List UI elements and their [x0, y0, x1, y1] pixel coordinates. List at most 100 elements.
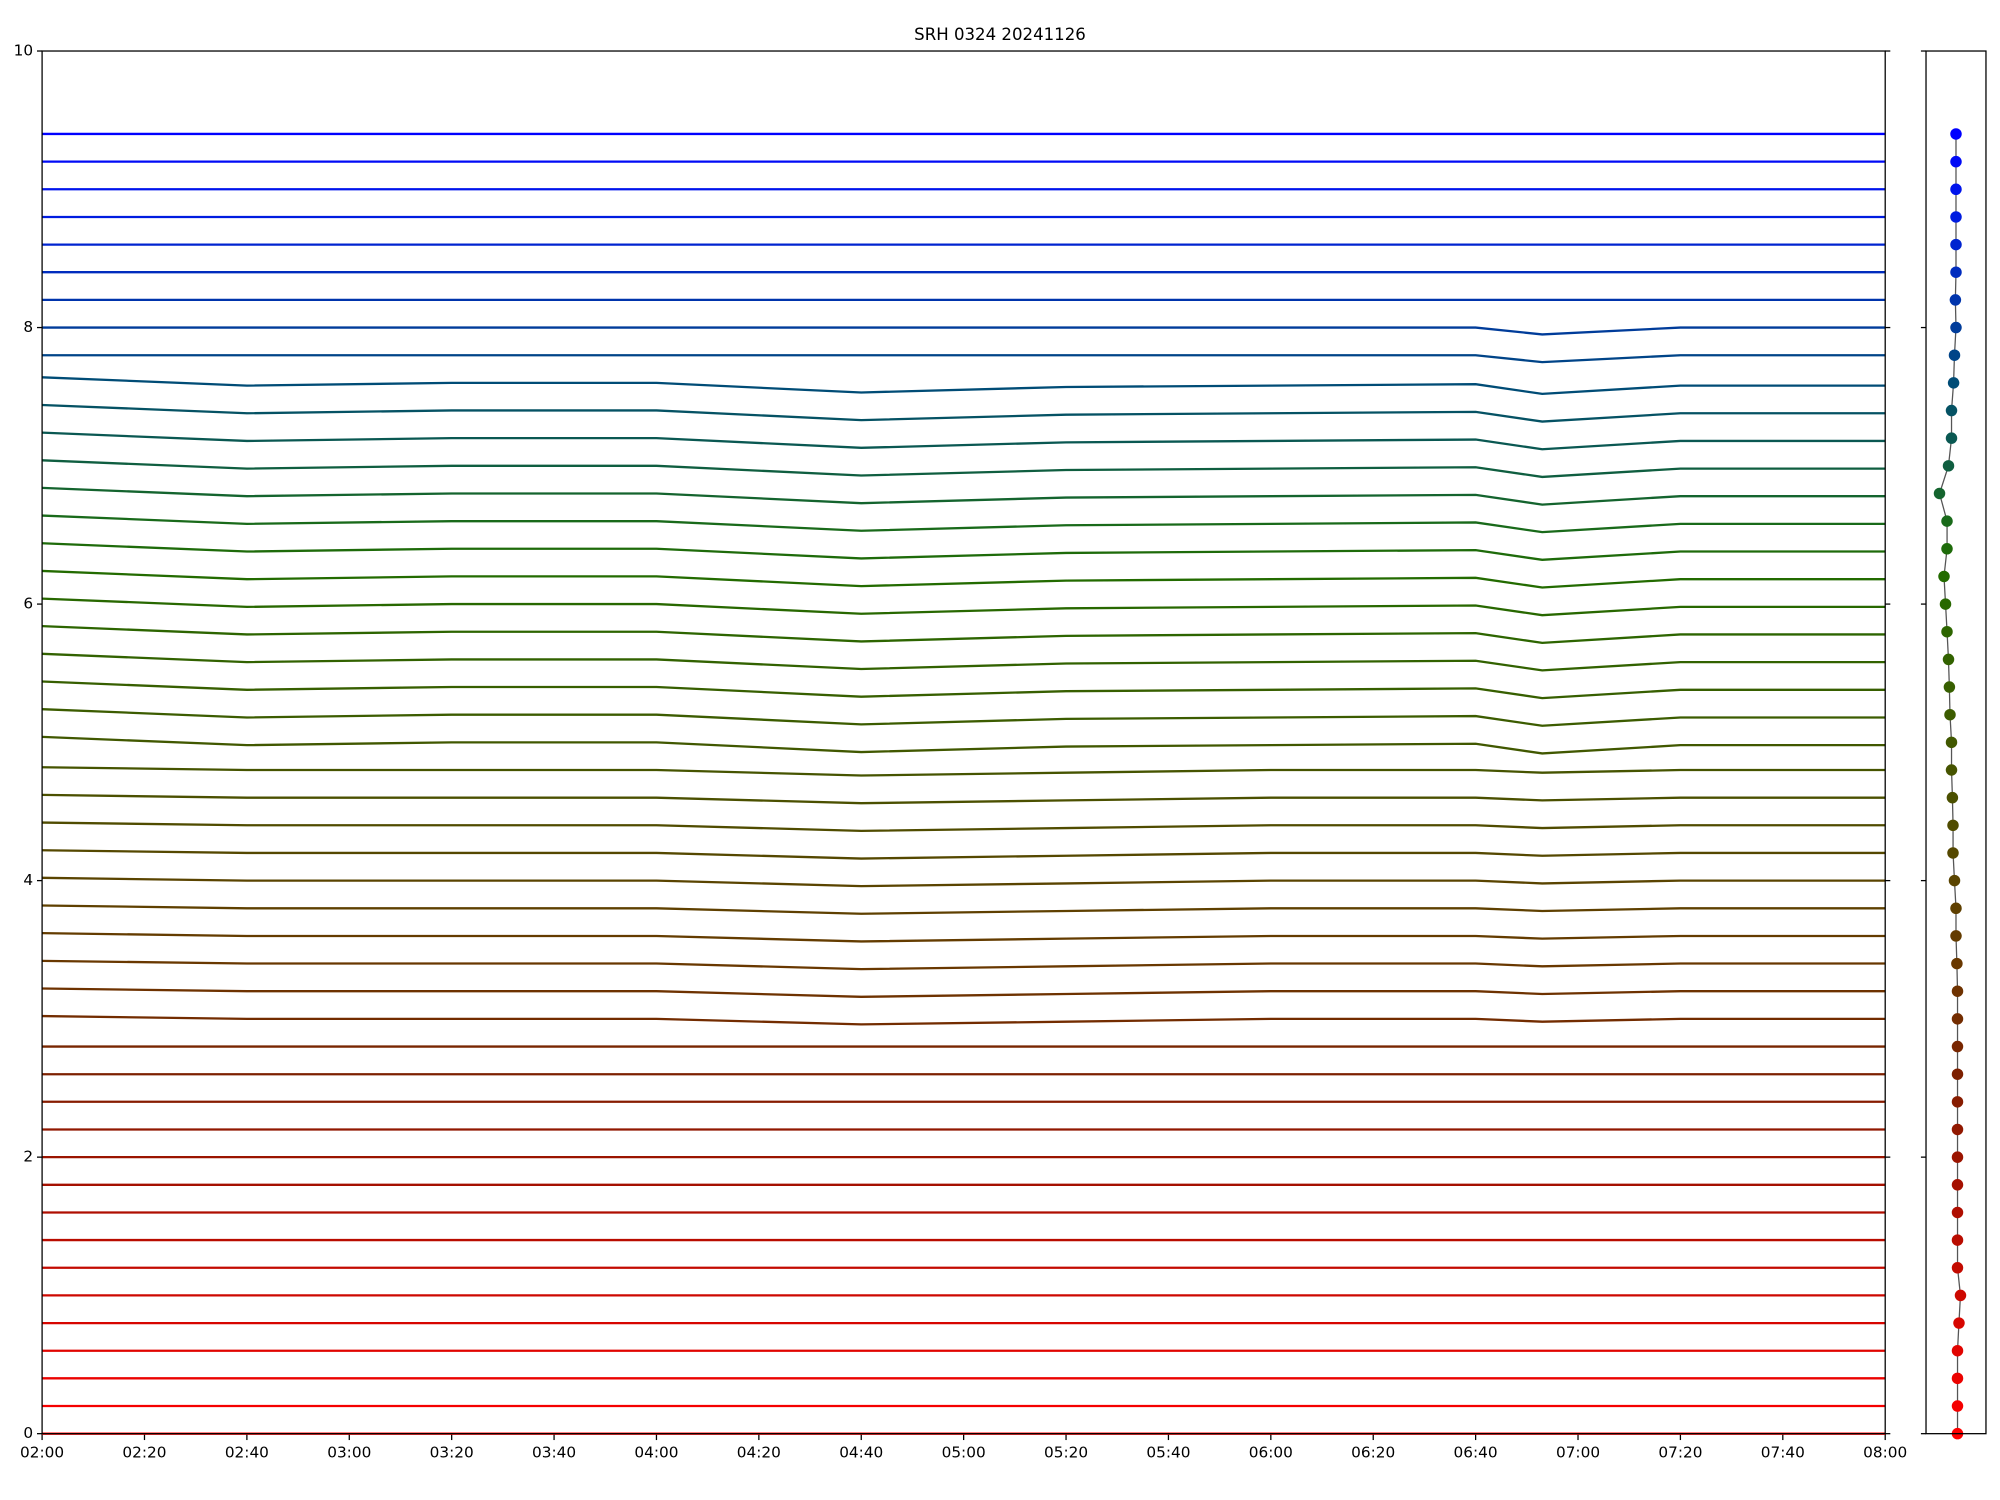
dot — [1950, 930, 1962, 942]
x-tick-label: 07:40 — [1761, 1443, 1805, 1461]
trace — [42, 932, 1886, 943]
dot — [1951, 1151, 1964, 1163]
trace — [42, 1014, 1886, 1026]
x-tick-label: 05:00 — [942, 1443, 986, 1461]
trace — [42, 821, 1886, 833]
plot-frame — [41, 50, 1886, 1435]
dot — [1950, 238, 1962, 251]
dot — [1950, 902, 1962, 915]
trace — [42, 680, 1886, 700]
dot — [1948, 874, 1961, 887]
dot — [1951, 1013, 1964, 1025]
trace — [42, 431, 1886, 451]
trace — [42, 849, 1886, 860]
dot — [1950, 128, 1962, 140]
trace — [42, 514, 1886, 534]
trace — [42, 486, 1886, 506]
dot — [1951, 985, 1964, 997]
x-tick-label: 07:00 — [1556, 1443, 1600, 1461]
trace — [42, 876, 1886, 888]
dot — [1947, 377, 1960, 389]
dot — [1951, 1179, 1964, 1191]
x-tick-label: 06:00 — [1249, 1443, 1293, 1461]
trace — [42, 459, 1886, 479]
chart-title: SRH 0324 20241126 — [914, 25, 1086, 44]
dot — [1945, 764, 1958, 776]
dot — [1950, 211, 1962, 223]
x-tick-label: 02:00 — [20, 1443, 64, 1461]
x-tick-label: 03:00 — [327, 1443, 371, 1461]
dot — [1950, 321, 1962, 334]
x-tick-label: 05:40 — [1146, 1443, 1190, 1461]
trace — [42, 376, 1886, 396]
dot — [1954, 1289, 1967, 1302]
x-tick-label: 07:20 — [1658, 1443, 1702, 1461]
x-tick-label: 02:20 — [122, 1443, 166, 1461]
dot — [1951, 1344, 1964, 1357]
y-tick-label: 10 — [14, 42, 33, 60]
dot — [1945, 432, 1958, 444]
x-tick-label: 04:40 — [839, 1443, 883, 1461]
trace — [42, 652, 1886, 672]
dot — [1946, 791, 1959, 804]
dot — [1951, 1400, 1964, 1412]
trace — [42, 625, 1886, 645]
dot — [1953, 1317, 1965, 1329]
y-tick-label: 0 — [23, 1424, 33, 1442]
dot — [1947, 847, 1959, 859]
y-tick-label: 2 — [23, 1148, 33, 1166]
dot — [1951, 1234, 1964, 1246]
x-tick-label: 02:40 — [225, 1443, 269, 1461]
dot — [1941, 625, 1953, 638]
dot — [1951, 1206, 1964, 1219]
trace — [42, 542, 1886, 561]
dot — [1941, 515, 1953, 527]
x-tick-label: 03:20 — [430, 1443, 474, 1461]
dot — [1950, 183, 1962, 196]
x-tick-label: 08:00 — [1863, 1443, 1907, 1461]
dot — [1951, 957, 1963, 970]
dot — [1933, 487, 1946, 500]
y-tick-label: 8 — [23, 318, 33, 336]
trace — [42, 403, 1886, 423]
trace — [42, 793, 1886, 805]
dot — [1951, 1068, 1964, 1080]
dot — [1951, 1040, 1964, 1053]
dot — [1944, 708, 1956, 721]
dot — [1945, 404, 1958, 417]
x-tick-label: 03:40 — [532, 1443, 576, 1461]
trace — [42, 766, 1886, 777]
trace — [42, 326, 1886, 336]
dot — [1950, 155, 1962, 168]
panel-frame — [1925, 50, 1987, 1435]
trace — [42, 597, 1886, 617]
dot — [1947, 819, 1959, 832]
trace — [42, 959, 1886, 971]
trace — [42, 735, 1886, 755]
dot — [1951, 1372, 1964, 1385]
dot — [1942, 460, 1955, 472]
dot — [1942, 653, 1955, 666]
dot — [1943, 681, 1956, 693]
trace — [42, 354, 1886, 364]
x-tick-label: 04:00 — [634, 1443, 678, 1461]
dot — [1949, 294, 1962, 306]
trace — [42, 904, 1886, 915]
x-tick-label: 06:20 — [1351, 1443, 1395, 1461]
dot — [1938, 570, 1950, 583]
dot — [1951, 1123, 1964, 1136]
trace — [42, 569, 1886, 589]
dot — [1939, 598, 1952, 610]
y-tick-label: 6 — [23, 595, 33, 613]
x-tick-label: 04:20 — [737, 1443, 781, 1461]
x-tick-label: 06:40 — [1454, 1443, 1498, 1461]
dot — [1950, 266, 1962, 278]
dot — [1951, 1096, 1964, 1108]
dot — [1945, 736, 1958, 749]
trace — [42, 708, 1886, 727]
dot — [1948, 349, 1961, 361]
y-tick-label: 4 — [23, 871, 33, 889]
dot — [1951, 1262, 1964, 1274]
